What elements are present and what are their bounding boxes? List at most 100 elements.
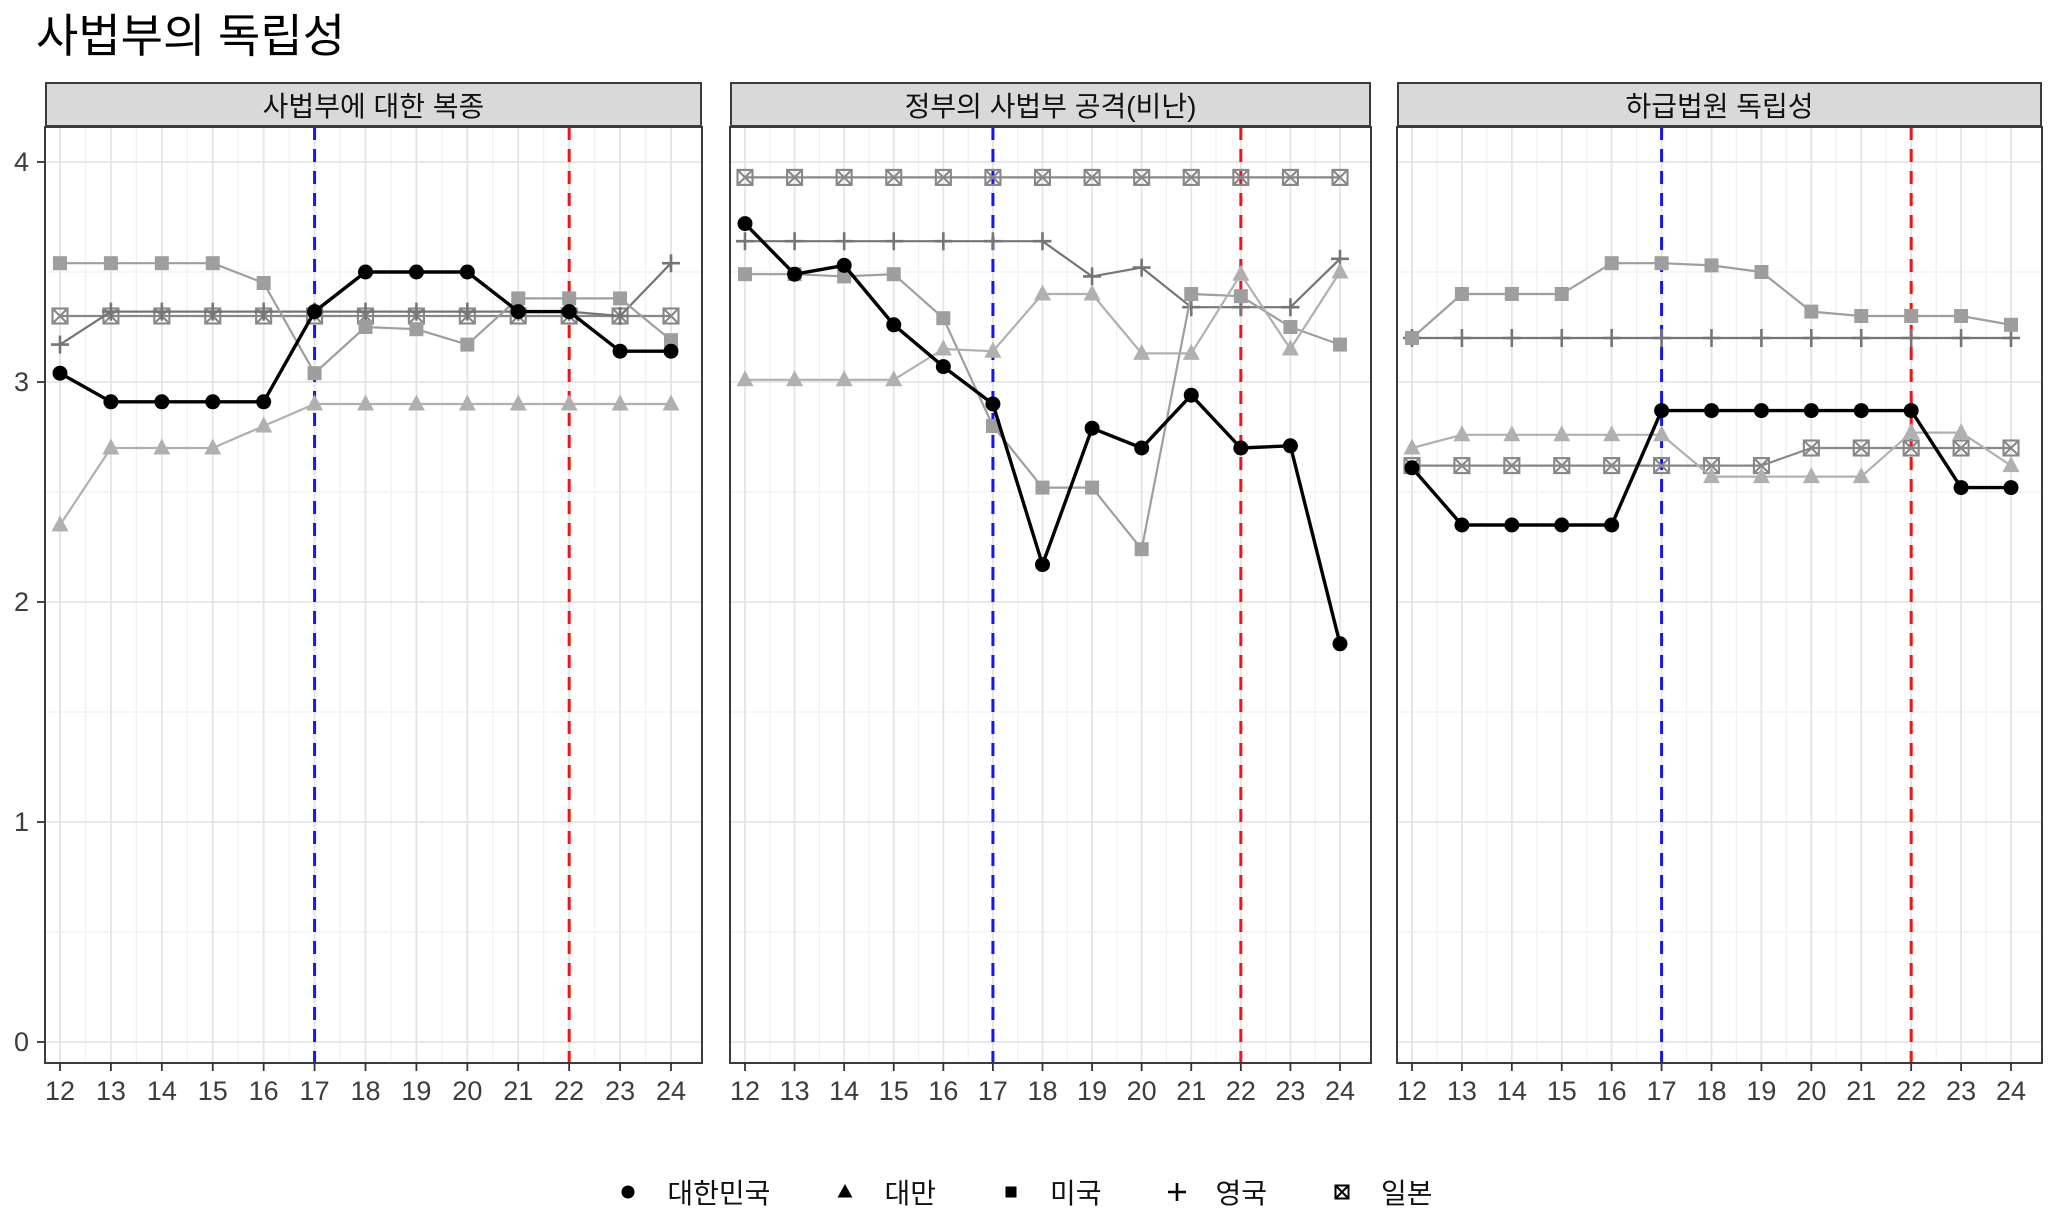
marker-triangle	[1403, 438, 1421, 455]
facet-strip-1: 사법부에 대한 복종	[45, 82, 702, 127]
marker-crossed-square	[1503, 457, 1521, 475]
x-axis-label: 16	[1597, 1076, 1627, 1106]
marker-plus	[611, 307, 630, 325]
x-axis-label: 17	[1647, 1076, 1677, 1106]
marker-triangle	[1232, 264, 1250, 281]
marker-triangle	[2002, 456, 2020, 473]
facet-strip-3-label: 하급법원 독립성	[1625, 90, 1814, 122]
marker-square	[1954, 309, 1969, 323]
facet-strip-3: 하급법원 독립성	[1397, 82, 2042, 127]
legend-label-taiwan: 대만	[884, 1178, 936, 1209]
series-대한민국	[52, 264, 679, 410]
marker-crossed-square	[1182, 168, 1200, 186]
marker-square	[613, 291, 628, 306]
marker-square	[103, 256, 118, 271]
marker-crossed-square-x	[984, 169, 1002, 186]
marker-crossed-square	[835, 168, 853, 186]
marker-crossed-square-x	[1703, 457, 1720, 474]
marker-crossed-square	[1553, 457, 1571, 475]
x-axis-label: 18	[1696, 1076, 1726, 1106]
marker-crossed-square	[1331, 168, 1349, 186]
x-axis-label: 20	[452, 1076, 482, 1106]
marker-square	[2004, 317, 2018, 332]
x-axis-label: 14	[147, 1076, 177, 1106]
square-marker-icon	[1005, 1186, 1017, 1198]
panel-background	[45, 127, 702, 1063]
marker-crossed-square	[1952, 439, 1970, 457]
marker-triangle	[885, 370, 903, 387]
marker-triangle	[1703, 467, 1720, 484]
marker-crossed-square	[1852, 439, 1870, 457]
marker-plus	[1132, 258, 1151, 277]
marker-circle	[205, 394, 221, 410]
x-axis-label: 23	[1275, 1076, 1305, 1106]
marker-triangle	[255, 416, 273, 433]
marker-crossed-square-x	[1183, 169, 1200, 186]
marker-triangle	[835, 370, 853, 387]
marker-circle	[459, 264, 475, 280]
marker-crossed-square-x	[662, 307, 680, 325]
marker-triangle	[1034, 284, 1051, 301]
marker-square	[1035, 480, 1050, 495]
marker-square	[460, 337, 475, 352]
legend-label-usa: 미국	[1049, 1178, 1102, 1209]
marker-circle	[612, 343, 628, 359]
triangle-marker-icon	[837, 1184, 853, 1198]
marker-plus	[2002, 329, 2020, 347]
marker-crossed-square	[662, 307, 680, 325]
x-axis-label: 23	[605, 1076, 635, 1106]
marker-plus	[1552, 329, 1571, 347]
facet-panel-1: 12 13 14 15 16 17 18 19 20 21 22 23 24	[44, 126, 703, 1106]
x-axis-label: 21	[1176, 1076, 1206, 1106]
legend-item-taiwan: 대만	[832, 1172, 936, 1212]
marker-square	[1604, 256, 1619, 271]
marker-triangle	[509, 394, 527, 411]
plus-marker-icon	[1167, 1183, 1186, 1201]
marker-square	[936, 311, 951, 326]
marker-triangle	[662, 394, 680, 411]
marker-circle	[1953, 480, 1969, 496]
marker-circle	[307, 304, 323, 320]
marker-square	[53, 256, 67, 271]
marker-circle	[886, 317, 902, 333]
y-axis-label: 3	[14, 367, 29, 397]
marker-crossed-square-x	[51, 307, 69, 325]
marker-crossed-square-x	[1553, 457, 1570, 474]
marker-circle	[787, 266, 803, 282]
y-axis-label: 0	[14, 1027, 29, 1057]
y-axis-label: 2	[14, 587, 29, 617]
x-axis-label: 21	[1846, 1076, 1876, 1106]
marker-plus	[1033, 232, 1052, 251]
marker-triangle	[1852, 467, 1870, 484]
marker-triangle	[357, 394, 374, 411]
marker-crossed-square-x	[1603, 457, 1620, 474]
marker-triangle	[1802, 467, 1820, 484]
marker-triangle	[306, 394, 324, 411]
marker-plus	[1852, 329, 1871, 347]
marker-crossed-square-x	[1034, 169, 1051, 186]
marker-crossed-square	[1603, 457, 1621, 475]
marker-plus	[101, 302, 120, 321]
marker-crossed-square	[1232, 168, 1250, 186]
marker-crossed-square	[1083, 168, 1101, 186]
x-axis-label: 20	[1127, 1076, 1157, 1106]
marker-circle	[1134, 440, 1150, 456]
legend-label-korea: 대한민국	[667, 1178, 771, 1209]
marker-plus	[934, 232, 953, 251]
marker-circle	[1404, 460, 1420, 476]
marker-square	[205, 256, 220, 271]
marker-triangle	[1133, 343, 1151, 360]
marker-circle	[935, 359, 951, 375]
marker-plus	[203, 302, 222, 321]
marker-crossed-square-x	[2002, 439, 2020, 457]
marker-plus	[1752, 329, 1771, 347]
marker-square	[1454, 287, 1469, 301]
marker-circle	[836, 257, 852, 273]
marker-circle	[1704, 403, 1719, 419]
marker-square	[985, 419, 1000, 433]
marker-plus	[1083, 267, 1102, 286]
marker-square	[1804, 304, 1819, 319]
marker-circle	[737, 216, 753, 232]
marker-triangle	[1952, 423, 1970, 440]
